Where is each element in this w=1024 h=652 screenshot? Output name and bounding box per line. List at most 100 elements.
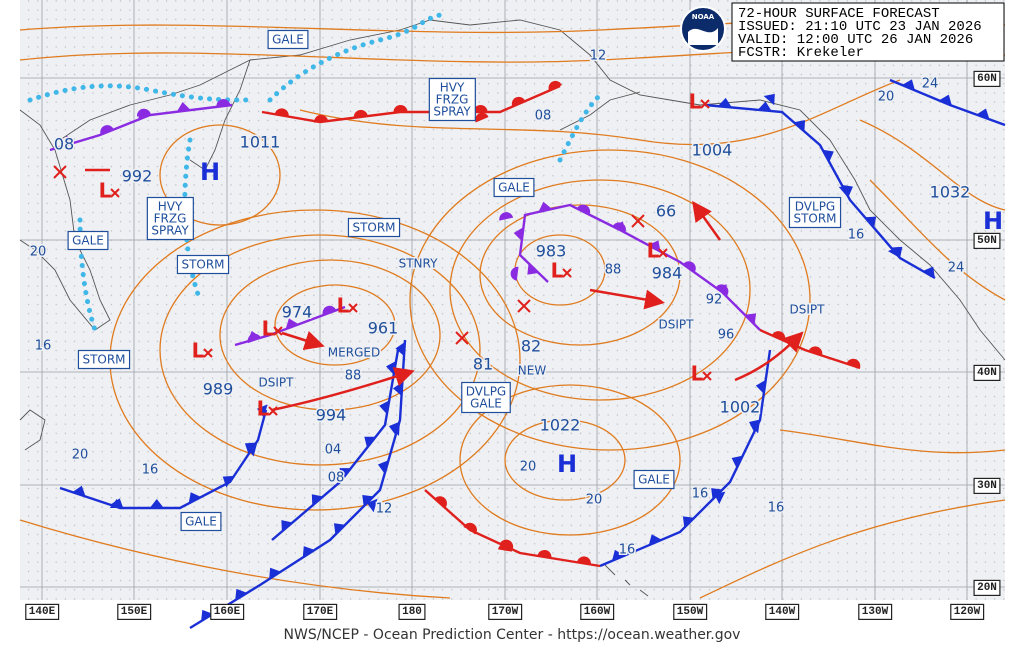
longitude-label-group: 120W: [950, 603, 985, 621]
longitude-label-frame: [765, 603, 800, 621]
isobar-label: 04: [325, 443, 342, 458]
warning-label: GALE: [267, 29, 309, 50]
logo-wave: [688, 28, 718, 45]
latitude-label-frame: [973, 364, 1001, 382]
isobars: [19, 18, 1006, 599]
latitude-label-group: 50N: [973, 232, 1001, 250]
pressure-value: 66: [656, 202, 676, 221]
front-triangle: [611, 549, 625, 561]
front-triangle: [763, 93, 775, 106]
longitude-label-frame: [303, 603, 338, 621]
warning-line: HVY: [158, 200, 183, 214]
front-semicircle: [100, 125, 114, 135]
warning-frame: [788, 196, 842, 229]
pressure-value: 961: [368, 319, 399, 338]
longitude-label: 160W: [584, 606, 611, 618]
warning-line: HVY: [440, 81, 465, 95]
low-center: L: [689, 90, 702, 114]
latitude-label-group: 60N: [973, 70, 1001, 88]
status-label: NEW: [518, 364, 547, 378]
warning-frame: [67, 230, 109, 251]
longitude-label: 170W: [492, 606, 519, 618]
front-triangle: [302, 546, 315, 558]
warning-line: DVLPG: [795, 200, 835, 214]
cold-front: [189, 339, 407, 630]
low-x: [268, 406, 278, 416]
front-triangle: [755, 379, 766, 394]
low-center: L: [551, 259, 564, 283]
warm-front: [424, 489, 601, 568]
isobar-label: 12: [376, 502, 393, 517]
longitude-label-frame: [673, 603, 708, 621]
front-semicircle: [475, 112, 489, 123]
occl-front: [234, 305, 346, 347]
front-semicircle: [808, 346, 823, 356]
front-triangle: [109, 499, 124, 508]
front-triangle: [72, 485, 86, 497]
pressure-value: 1002: [720, 398, 761, 417]
front-semicircle: [511, 96, 526, 107]
latitude-label: 20N: [977, 582, 997, 594]
front-triangle: [902, 79, 915, 91]
low-center: L: [192, 339, 205, 363]
front-triangle: [366, 498, 378, 513]
isobar-label: 16: [768, 501, 785, 516]
front-triangle: [922, 266, 935, 278]
warning-frame: [77, 349, 131, 370]
warning-label: GALE: [493, 177, 535, 198]
warning-line: STORM: [352, 221, 395, 235]
front-triangle: [62, 135, 76, 147]
warning-line: GALE: [185, 515, 217, 529]
latitude-label: 40N: [977, 367, 997, 379]
front-triangle: [648, 534, 662, 546]
cold-front: [59, 409, 268, 510]
isobar-label: 16: [619, 543, 636, 558]
x-mark: [455, 331, 469, 345]
pressure-value: 989: [203, 380, 234, 399]
pressure-value: 1032: [930, 183, 971, 202]
isobar-label: 08: [535, 109, 552, 124]
front-triangle: [757, 101, 772, 112]
longitude-label: 160E: [214, 606, 241, 618]
warning-frame: [146, 196, 194, 241]
cold-front: [704, 103, 936, 280]
status-label: DSIPT: [659, 318, 695, 332]
latitude-label-group: 30N: [973, 477, 1001, 495]
longitude-label-group: 180: [398, 603, 426, 621]
dot-grid: [20, 0, 1005, 600]
latitude-label-frame: [973, 70, 1001, 88]
warning-line: SPRAY: [433, 105, 471, 119]
ice-edges: [27, 12, 603, 333]
latitude-label: 50N: [977, 235, 997, 247]
low-x: [273, 326, 283, 336]
front-triangle: [188, 492, 202, 504]
front-triangle: [395, 342, 405, 357]
low-x: [348, 303, 358, 313]
warning-line: GALE: [638, 473, 670, 487]
front-triangle: [390, 421, 400, 436]
logo-text: NOAA: [692, 13, 715, 21]
front-triangle: [864, 216, 877, 228]
isobar-label: 20: [72, 448, 89, 463]
longitude-label: 140W: [769, 606, 796, 618]
x-mark: [53, 165, 67, 179]
warning-line: GALE: [498, 181, 530, 195]
x-mark: [517, 299, 531, 313]
front-triangle: [333, 523, 346, 535]
pressure-value: 992: [122, 167, 153, 186]
warning-label: STORM: [347, 217, 401, 238]
low-center: L: [647, 239, 660, 263]
front-triangle: [822, 149, 834, 162]
low-center: L: [257, 397, 270, 421]
warning-frame: [633, 469, 675, 490]
pressure-value: 1011: [240, 133, 281, 152]
x-mark: [631, 214, 645, 228]
front-triangle: [887, 246, 901, 259]
warning-label: STORM: [176, 254, 230, 275]
warm-front: [759, 328, 861, 370]
warning-frame: [428, 77, 476, 122]
latitude-label-group: 20N: [973, 579, 1001, 597]
